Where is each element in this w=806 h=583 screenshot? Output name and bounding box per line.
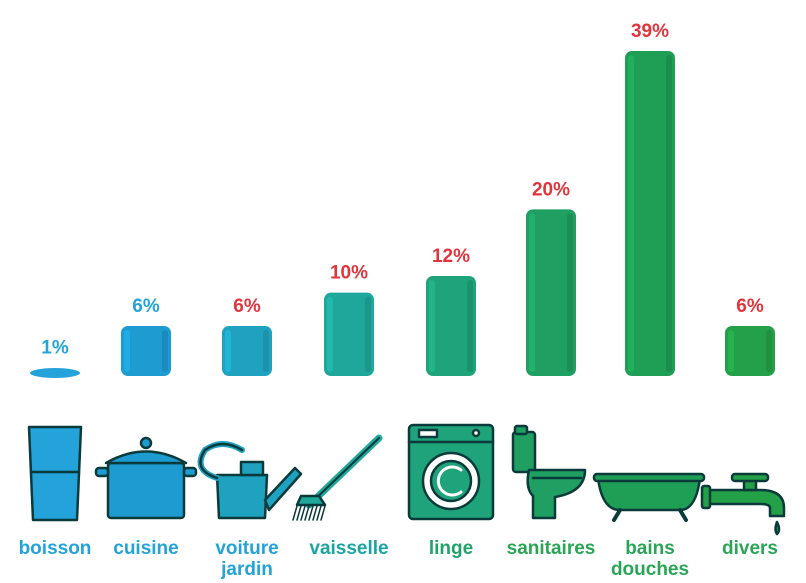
watering-can-icon	[197, 441, 303, 520]
value-label: 6%	[233, 296, 261, 317]
bar-shadow	[567, 213, 573, 372]
bar-shadow	[766, 330, 772, 372]
bar-group: 20%	[526, 179, 576, 376]
bar	[121, 326, 171, 376]
bar-highlight	[628, 55, 634, 372]
bar	[625, 51, 675, 376]
bar	[526, 209, 576, 376]
bar-group: 6%	[222, 296, 272, 376]
bar-highlight	[728, 330, 734, 372]
bar	[426, 276, 476, 376]
category-label: voiture jardin	[215, 538, 278, 580]
bar-highlight	[529, 213, 535, 372]
value-label: 20%	[532, 179, 570, 200]
cooking-pot-icon	[94, 436, 198, 520]
toilet-icon	[511, 424, 587, 520]
bar-highlight	[225, 330, 231, 372]
bar-group: 12%	[426, 246, 476, 376]
category-label: boisson	[19, 538, 92, 559]
bar-group: 1%	[30, 338, 80, 378]
value-label: 12%	[432, 246, 470, 267]
water-tap-icon	[700, 472, 786, 536]
bar-highlight	[429, 280, 435, 372]
value-label: 6%	[132, 296, 160, 317]
bar-group: 10%	[324, 263, 374, 376]
bar-group: 6%	[725, 296, 775, 376]
category-labels: boisson cuisine voiture jardin vaisselle ling…	[19, 538, 778, 580]
bar-shadow	[666, 55, 672, 372]
value-label: 39%	[631, 21, 669, 42]
category-label: bains douches	[611, 538, 689, 580]
icons	[27, 423, 786, 536]
category-label: vaisselle	[309, 538, 388, 559]
bar-shadow	[365, 296, 371, 372]
category-label: linge	[429, 538, 473, 559]
value-label: 10%	[330, 263, 368, 284]
category-label: sanitaires	[507, 538, 596, 559]
bar-highlight	[327, 296, 333, 372]
bar-shadow	[467, 280, 473, 372]
category-label: cuisine	[113, 538, 178, 559]
bathtub-icon	[592, 472, 706, 522]
category-label: divers	[722, 538, 778, 559]
bar-highlight	[124, 330, 130, 372]
bar-group: 6%	[121, 296, 171, 376]
bar-group: 39%	[625, 21, 675, 376]
value-label: 6%	[736, 296, 764, 317]
bar	[222, 326, 272, 376]
dish-brush-icon	[292, 434, 383, 521]
bar-shadow	[162, 330, 168, 372]
bar	[324, 292, 374, 376]
bar	[725, 326, 775, 376]
bar-shadow	[263, 330, 269, 372]
bars: 1% 6% 6% 10% 12% 20% 39% 6%	[30, 21, 775, 378]
washing-machine-icon	[407, 423, 495, 521]
bar	[30, 368, 80, 378]
value-label: 1%	[41, 338, 69, 359]
glass-icon	[27, 425, 83, 522]
